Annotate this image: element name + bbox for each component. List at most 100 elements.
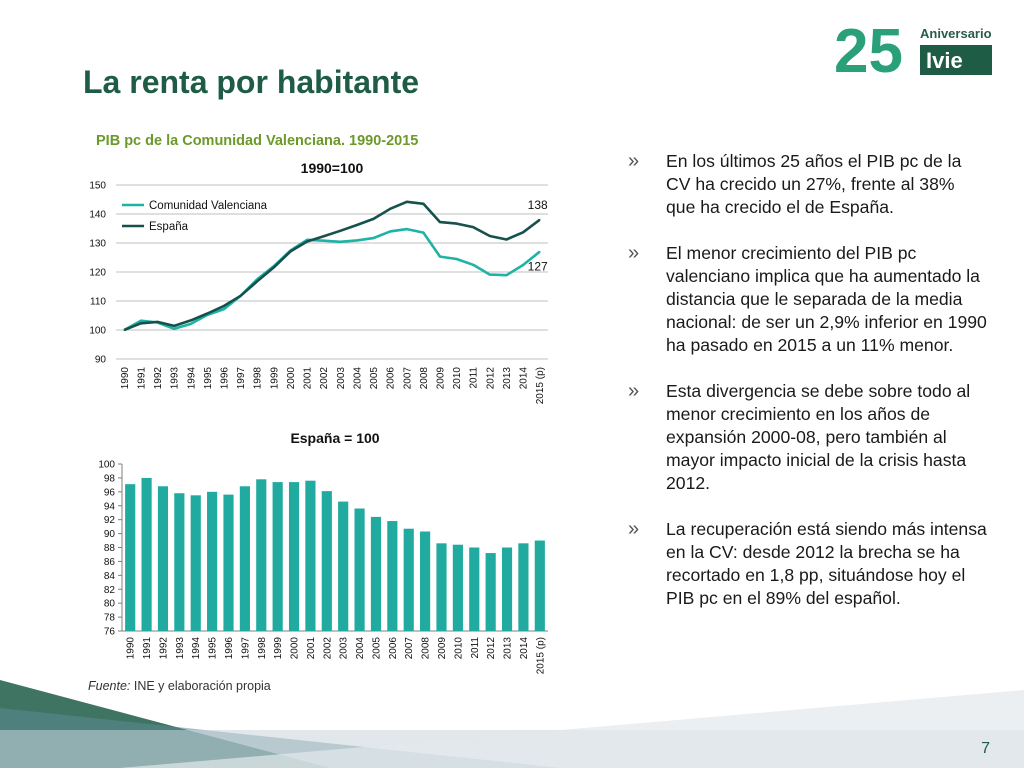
x-tick-label: 2002 [319, 367, 330, 390]
x-tick-label: 2002 [322, 637, 333, 660]
x-tick-label: 2012 [485, 367, 496, 390]
series-line-comunidad-valenciana [123, 227, 541, 332]
data-point [538, 250, 541, 253]
data-point [405, 201, 408, 203]
data-point [439, 255, 441, 258]
data-point [189, 323, 192, 325]
x-tick-label: 2012 [486, 637, 497, 660]
bar [420, 531, 431, 631]
logo-name: Ivie [926, 48, 963, 73]
bar [518, 543, 529, 631]
x-tick-label: 2011 [470, 637, 481, 659]
data-point [140, 319, 142, 322]
x-tick-label: 1994 [191, 637, 202, 660]
x-tick-label: 2001 [303, 367, 314, 390]
bullet-text: En los últimos 25 años el PIB pc de la C… [666, 151, 962, 217]
logo-aniversario: Aniversario [920, 26, 992, 41]
x-tick-label: 2004 [352, 367, 363, 390]
data-point [140, 322, 142, 325]
bullet-text: Esta divergencia se debe sobre todo al m… [666, 381, 971, 493]
bar [305, 480, 316, 631]
x-tick-label: 1999 [269, 367, 280, 390]
y-tick-label: 94 [104, 501, 116, 512]
x-tick-label: 2003 [339, 637, 350, 660]
x-tick-label: 1996 [220, 367, 231, 390]
data-point [489, 235, 491, 237]
data-point [372, 237, 375, 239]
bar [452, 544, 463, 631]
data-point [372, 218, 375, 220]
bullet-item: » Esta divergencia se debe sobre todo al … [628, 380, 988, 494]
x-tick-label: 2006 [388, 637, 399, 660]
x-tick-label: 2001 [306, 637, 317, 660]
bar [157, 486, 169, 631]
logo-box [920, 45, 992, 75]
bottom-decoration [0, 680, 1024, 768]
data-point [522, 231, 524, 234]
x-tick-label: 1998 [253, 367, 264, 390]
bullet-item: » En los últimos 25 años el PIB pc de la … [628, 150, 988, 218]
data-point [223, 308, 225, 310]
legend-label: Comunidad Valenciana [149, 200, 268, 212]
bar [403, 528, 414, 631]
bar [338, 501, 349, 631]
data-point [422, 231, 425, 234]
bullet-marker-icon: » [628, 242, 640, 265]
bar [141, 477, 152, 631]
y-tick-label: 110 [90, 297, 106, 308]
y-tick-label: 150 [89, 181, 106, 192]
data-point [322, 239, 325, 242]
data-point [256, 280, 259, 283]
data-point [489, 273, 491, 276]
x-tick-label: 1992 [153, 367, 164, 390]
end-value-label: 127 [528, 260, 548, 274]
x-tick-label: 2007 [404, 637, 415, 660]
data-point [206, 312, 209, 315]
data-point [505, 274, 508, 276]
data-point [156, 321, 159, 323]
data-point [173, 328, 175, 330]
end-value-label: 138 [528, 198, 548, 212]
data-point [472, 226, 475, 228]
logo-number: 25 [834, 17, 903, 76]
bullet-text: El menor crecimiento del PIB pc valencia… [666, 243, 987, 355]
x-tick-label: 2003 [336, 367, 347, 390]
bar [125, 484, 136, 631]
data-point [339, 241, 342, 243]
page-title: La renta por habitante [83, 64, 420, 100]
x-tick-label: 2008 [419, 367, 430, 390]
bar [485, 553, 496, 631]
x-tick-label: 2011 [469, 367, 480, 389]
bar [501, 547, 513, 631]
y-tick-label: 78 [104, 613, 116, 624]
bar [272, 482, 283, 631]
x-tick-label: 1993 [170, 367, 181, 390]
chart1-title: PIB pc de la Comunidad Valenciana. 1990-… [96, 133, 419, 149]
bar [174, 493, 185, 631]
data-point [472, 263, 475, 266]
ivie-25-logo: 25 Aniversario Ivie [834, 17, 992, 76]
bullet-list: » En los últimos 25 años el PIB pc de la … [628, 150, 988, 634]
bar [387, 521, 398, 631]
x-tick-label: 1995 [203, 367, 214, 390]
page-number: 7 [981, 740, 990, 757]
y-tick-label: 90 [95, 355, 107, 366]
data-point [405, 228, 408, 230]
x-tick-label: 1992 [158, 637, 169, 660]
x-tick-label: 1990 [120, 367, 131, 390]
data-point [123, 329, 126, 331]
x-tick-label: 2013 [502, 367, 513, 390]
data-point [239, 294, 242, 297]
y-tick-label: 86 [104, 557, 116, 568]
line-chart: 1990=100 90 100 110 120 130 140 150 1990 1991 1992… [89, 160, 548, 404]
x-tick-label: 2009 [436, 367, 447, 390]
y-tick-label: 100 [98, 460, 115, 471]
data-point [538, 219, 541, 221]
data-point [189, 319, 192, 322]
legend-label: España [149, 221, 189, 233]
bullet-marker-icon: » [628, 380, 640, 403]
x-tick-label: 2006 [386, 367, 397, 390]
bar [469, 547, 480, 631]
bar [534, 540, 545, 631]
x-tick-label: 2014 [519, 367, 530, 390]
